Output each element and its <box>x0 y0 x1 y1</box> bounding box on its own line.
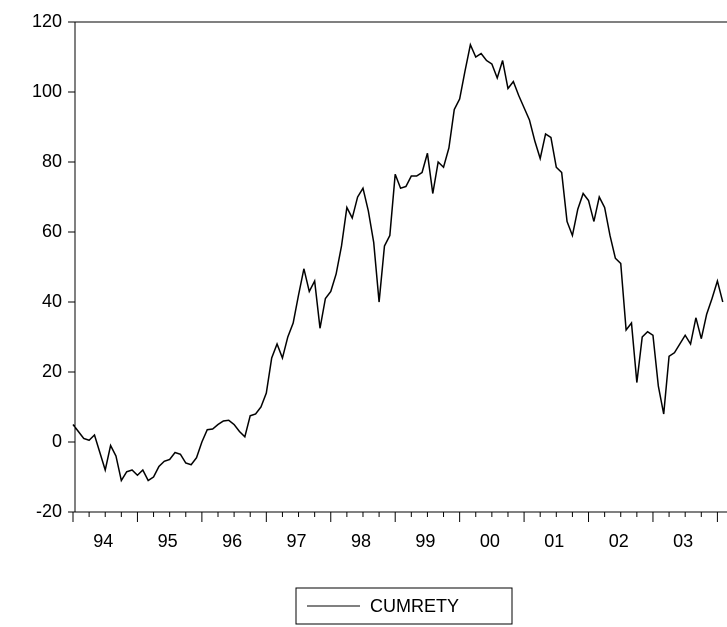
y-tick-label: 0 <box>52 431 62 451</box>
x-tick-label: 95 <box>158 531 178 551</box>
y-tick-label: 60 <box>42 221 62 241</box>
x-tick-label: 98 <box>351 531 371 551</box>
y-tick-label: 20 <box>42 361 62 381</box>
legend-label: CUMRETY <box>370 596 459 616</box>
y-tick-label: -20 <box>36 501 62 521</box>
x-tick-label: 03 <box>673 531 693 551</box>
x-tick-label: 97 <box>287 531 307 551</box>
x-tick-label: 94 <box>93 531 113 551</box>
y-tick-label: 120 <box>32 11 62 31</box>
x-tick-label: 96 <box>222 531 242 551</box>
data-line <box>72 42 724 483</box>
y-tick-label: 80 <box>42 151 62 171</box>
x-tick-label: 00 <box>480 531 500 551</box>
x-tick-label: 02 <box>609 531 629 551</box>
y-tick-label: 40 <box>42 291 62 311</box>
legend-box <box>295 587 513 625</box>
y-tick-label: 100 <box>32 81 62 101</box>
x-tick-label: 99 <box>415 531 435 551</box>
x-tick-label: 01 <box>544 531 564 551</box>
